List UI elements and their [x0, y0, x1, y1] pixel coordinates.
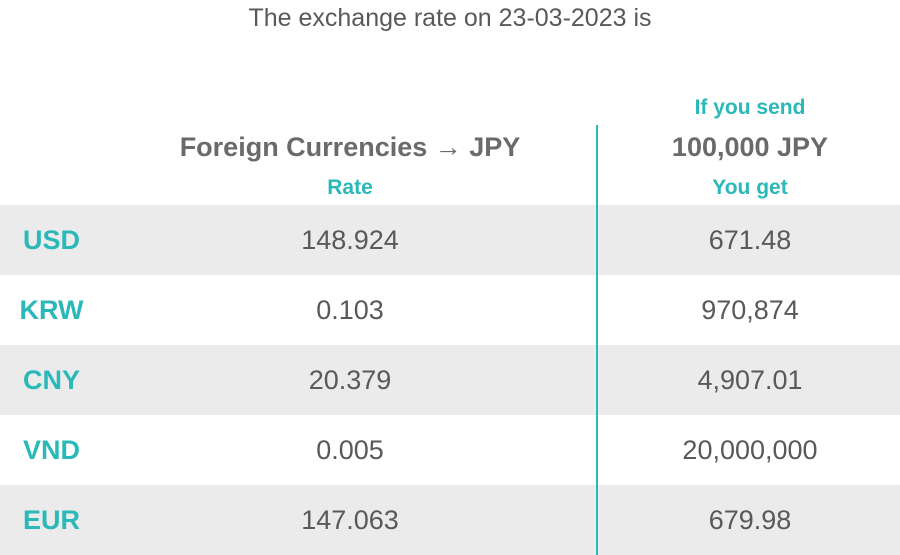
- table-row: EUR 147.063 679.98: [0, 485, 900, 555]
- page-title: The exchange rate on 23-03-2023 is: [248, 4, 652, 32]
- you-get-value: 679.98: [708, 505, 792, 535]
- currency-code: VND: [22, 435, 80, 465]
- rate-value: 147.063: [301, 505, 399, 535]
- rate-column-header: Rate: [327, 176, 373, 199]
- rates-table: USD 148.924 671.48 KRW 0.103 970,874 CNY…: [0, 205, 900, 555]
- currency-code: EUR: [22, 505, 80, 535]
- you-get-value: 20,000,000: [682, 435, 818, 465]
- foreign-currencies-header: Foreign Currencies → JPY: [179, 132, 521, 162]
- you-get-value: 671.48: [708, 225, 792, 255]
- rate-value: 20.379: [308, 365, 392, 395]
- table-row: VND 0.005 20,000,000: [0, 415, 900, 485]
- you-get-value: 4,907.01: [697, 365, 803, 395]
- send-amount-header: 100,000 JPY: [671, 132, 829, 162]
- table-row: CNY 20.379 4,907.01: [0, 345, 900, 415]
- column-divider: [596, 125, 598, 555]
- currency-code: CNY: [22, 365, 80, 395]
- rate-value: 0.005: [316, 435, 384, 465]
- if-you-send-label: If you send: [694, 96, 806, 119]
- table-row: USD 148.924 671.48: [0, 205, 900, 275]
- table-row: KRW 0.103 970,874: [0, 275, 900, 345]
- you-get-column-header: You get: [712, 176, 788, 199]
- currency-code: USD: [22, 225, 80, 255]
- rate-value: 148.924: [301, 225, 399, 255]
- rate-value: 0.103: [316, 295, 384, 325]
- you-get-value: 970,874: [701, 295, 799, 325]
- currency-code: KRW: [19, 295, 84, 325]
